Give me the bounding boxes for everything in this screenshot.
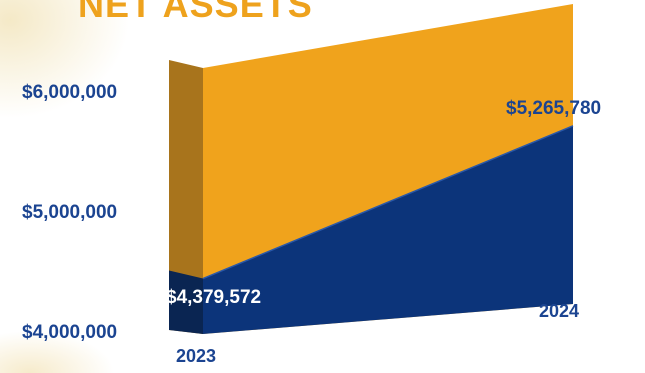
area-series — [203, 125, 573, 334]
y-tick-label: $6,000,000 — [22, 82, 118, 103]
data-label-2024: $5,265,780 — [506, 97, 602, 119]
y-tick-label: $5,000,000 — [22, 202, 118, 223]
x-category-label-2023: 2023 — [176, 346, 217, 366]
y-tick-label: $4,000,000 — [22, 322, 118, 343]
side-wall — [169, 60, 203, 334]
chart-title: NET ASSETS — [78, 0, 313, 25]
area-side-face — [169, 270, 203, 334]
series-line — [202, 125, 574, 280]
data-label-2023: $4,379,572 — [166, 286, 262, 308]
x-category-label-2024: 2024 — [539, 301, 580, 321]
